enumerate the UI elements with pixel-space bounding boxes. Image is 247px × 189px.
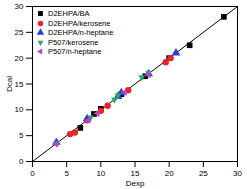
svg-text:5: 5 bbox=[64, 169, 69, 178]
html-text:P507/kerosene: P507/kerosene bbox=[48, 37, 99, 47]
svg-text:0: 0 bbox=[30, 169, 35, 178]
svg-text:0: 0 bbox=[19, 157, 24, 166]
svg-text:20: 20 bbox=[165, 169, 174, 178]
svg-text:10: 10 bbox=[15, 105, 24, 114]
svg-text:10: 10 bbox=[96, 169, 105, 178]
svg-text:30: 30 bbox=[15, 2, 24, 11]
html-text:D2EHPA/BA: D2EHPA/BA bbox=[48, 9, 90, 18]
html-text:P507/n-heptane: P507/n-heptane bbox=[48, 47, 102, 56]
svg-text:15: 15 bbox=[131, 169, 140, 178]
svg-text:Dcal: Dcal bbox=[5, 76, 14, 92]
svg-text:25: 25 bbox=[15, 28, 24, 37]
svg-text:5: 5 bbox=[19, 131, 24, 140]
svg-text:25: 25 bbox=[199, 169, 208, 178]
svg-text:Dexp: Dexp bbox=[126, 179, 145, 188]
svg-text:20: 20 bbox=[15, 54, 24, 63]
svg-text:30: 30 bbox=[233, 169, 242, 178]
html-text:D2EHPA/kerosene: D2EHPA/kerosene bbox=[48, 18, 111, 28]
svg-text:15: 15 bbox=[15, 80, 24, 89]
html-text:D2EHPA/n-heptane: D2EHPA/n-heptane bbox=[48, 28, 114, 37]
